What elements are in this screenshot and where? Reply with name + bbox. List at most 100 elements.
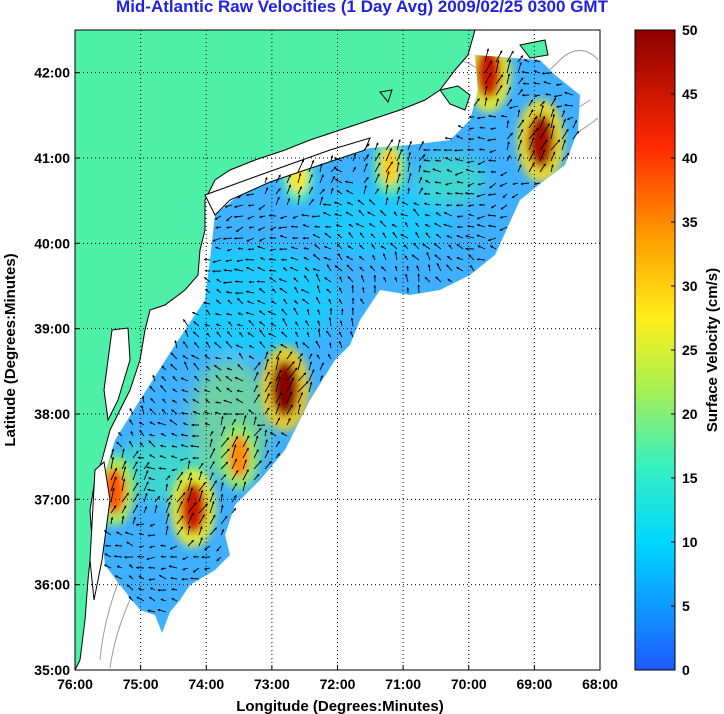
velocity-vector xyxy=(160,598,167,602)
velocity-vector xyxy=(209,492,215,503)
velocity-vector xyxy=(126,584,134,591)
velocity-vector xyxy=(550,164,554,173)
velocity-vector xyxy=(448,244,453,250)
velocity-vector xyxy=(484,85,488,96)
velocity-vector xyxy=(357,199,365,206)
velocity-vector xyxy=(116,441,123,448)
velocity-vector xyxy=(317,328,321,338)
velocity-vector xyxy=(223,268,233,272)
velocity-vector xyxy=(543,81,552,85)
velocity-vector xyxy=(295,321,299,327)
velocity-vector xyxy=(308,381,313,393)
velocity-vector xyxy=(476,234,486,239)
velocity-vector xyxy=(132,504,139,514)
velocity-vector xyxy=(270,344,277,349)
velocity-vector xyxy=(170,576,178,580)
velocity-vector xyxy=(380,245,387,250)
velocity-vector xyxy=(171,588,178,591)
velocity-vector xyxy=(473,98,480,107)
velocity-vector xyxy=(566,116,574,121)
velocity-vector xyxy=(158,574,167,580)
velocity-vector xyxy=(242,426,246,437)
velocity-vector xyxy=(205,399,211,404)
velocity-vector xyxy=(198,482,206,492)
velocity-vector xyxy=(477,136,486,140)
velocity-vector xyxy=(385,147,392,162)
velocity-vector xyxy=(264,371,270,382)
y-tick-label: 42:00 xyxy=(34,65,70,81)
velocity-vector xyxy=(121,505,127,514)
velocity-vector xyxy=(499,226,508,231)
velocity-vector xyxy=(206,341,211,349)
velocity-vector xyxy=(235,398,244,404)
velocity-vector xyxy=(104,553,112,558)
velocity-vector xyxy=(204,354,211,360)
velocity-vector xyxy=(231,508,237,514)
velocity-vector xyxy=(264,460,272,470)
velocity-vector xyxy=(443,212,453,217)
velocity-vector xyxy=(308,198,314,206)
velocity-vector xyxy=(214,411,222,415)
velocity-vector xyxy=(110,516,114,525)
velocity-vector xyxy=(275,187,281,195)
velocity-vector xyxy=(517,77,524,85)
velocity-vector xyxy=(500,114,508,118)
velocity-vector xyxy=(139,442,145,448)
velocity-vector xyxy=(203,567,211,571)
velocity-vector xyxy=(172,388,178,393)
velocity-vector xyxy=(264,187,269,195)
velocity-vector xyxy=(126,541,134,547)
velocity-vector xyxy=(368,199,376,206)
velocity-vector xyxy=(171,445,178,448)
land xyxy=(75,30,549,670)
velocity-vector xyxy=(499,215,508,219)
velocity-vector xyxy=(121,478,126,492)
velocity-vector xyxy=(517,55,524,63)
velocity-vector xyxy=(295,341,299,349)
velocity-vector xyxy=(391,224,398,228)
velocity-vector xyxy=(550,124,555,140)
velocity-vector xyxy=(231,482,238,492)
velocity-vector xyxy=(517,88,523,96)
velocity-vector xyxy=(225,341,233,349)
velocity-vector xyxy=(394,265,398,272)
velocity-vector xyxy=(499,182,508,187)
velocity-vector xyxy=(315,340,321,349)
velocity-vector xyxy=(348,223,354,228)
velocity-vector xyxy=(314,225,321,229)
velocity-vector xyxy=(561,128,569,140)
velocity-vector xyxy=(424,213,431,217)
velocity-vector xyxy=(180,433,189,437)
velocity-vector xyxy=(355,223,365,228)
velocity-vector xyxy=(396,195,400,206)
velocity-vector xyxy=(216,278,222,283)
velocity-vector xyxy=(564,91,574,96)
velocity-vector xyxy=(149,421,156,426)
velocity-vector xyxy=(233,204,244,208)
velocity-vector xyxy=(426,251,431,261)
velocity-vector xyxy=(192,399,200,404)
velocity-vector xyxy=(360,298,365,305)
velocity-vector xyxy=(372,254,376,261)
velocity-vector xyxy=(209,480,217,492)
velocity-vector xyxy=(269,277,277,283)
velocity-vector xyxy=(264,393,270,404)
velocity-vector xyxy=(477,182,486,186)
velocity-vector xyxy=(187,512,194,525)
velocity-vector xyxy=(182,398,189,404)
velocity-vector xyxy=(476,215,486,220)
velocity-vector xyxy=(165,513,170,525)
velocity-vector xyxy=(436,262,442,272)
velocity-vector xyxy=(500,204,508,210)
velocity-vector xyxy=(308,186,314,195)
velocity-vector xyxy=(326,330,332,338)
velocity-vector xyxy=(508,105,519,109)
velocity-vector xyxy=(425,180,431,184)
velocity-vector xyxy=(174,340,178,349)
velocity-vector xyxy=(294,300,299,305)
velocity-vector xyxy=(506,120,510,129)
velocity-vector xyxy=(138,575,145,580)
velocity-vector xyxy=(257,245,266,250)
velocity-vector xyxy=(157,421,167,426)
velocity-vector xyxy=(416,265,420,272)
